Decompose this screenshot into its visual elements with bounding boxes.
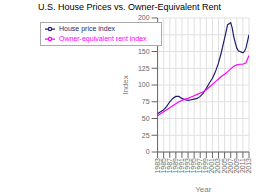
svg-text:125: 125 [138, 65, 150, 72]
svg-text:75: 75 [142, 98, 150, 105]
svg-text:175: 175 [138, 31, 150, 38]
svg-text:200: 200 [138, 14, 150, 21]
svg-text:0: 0 [146, 148, 150, 155]
svg-text:25: 25 [142, 132, 150, 139]
svg-text:Index: Index [121, 75, 130, 95]
svg-text:2013: 2013 [245, 158, 251, 174]
svg-text:50: 50 [142, 115, 150, 122]
svg-text:Year: Year [195, 185, 212, 194]
svg-text:150: 150 [138, 48, 150, 55]
svg-text:100: 100 [138, 81, 150, 88]
